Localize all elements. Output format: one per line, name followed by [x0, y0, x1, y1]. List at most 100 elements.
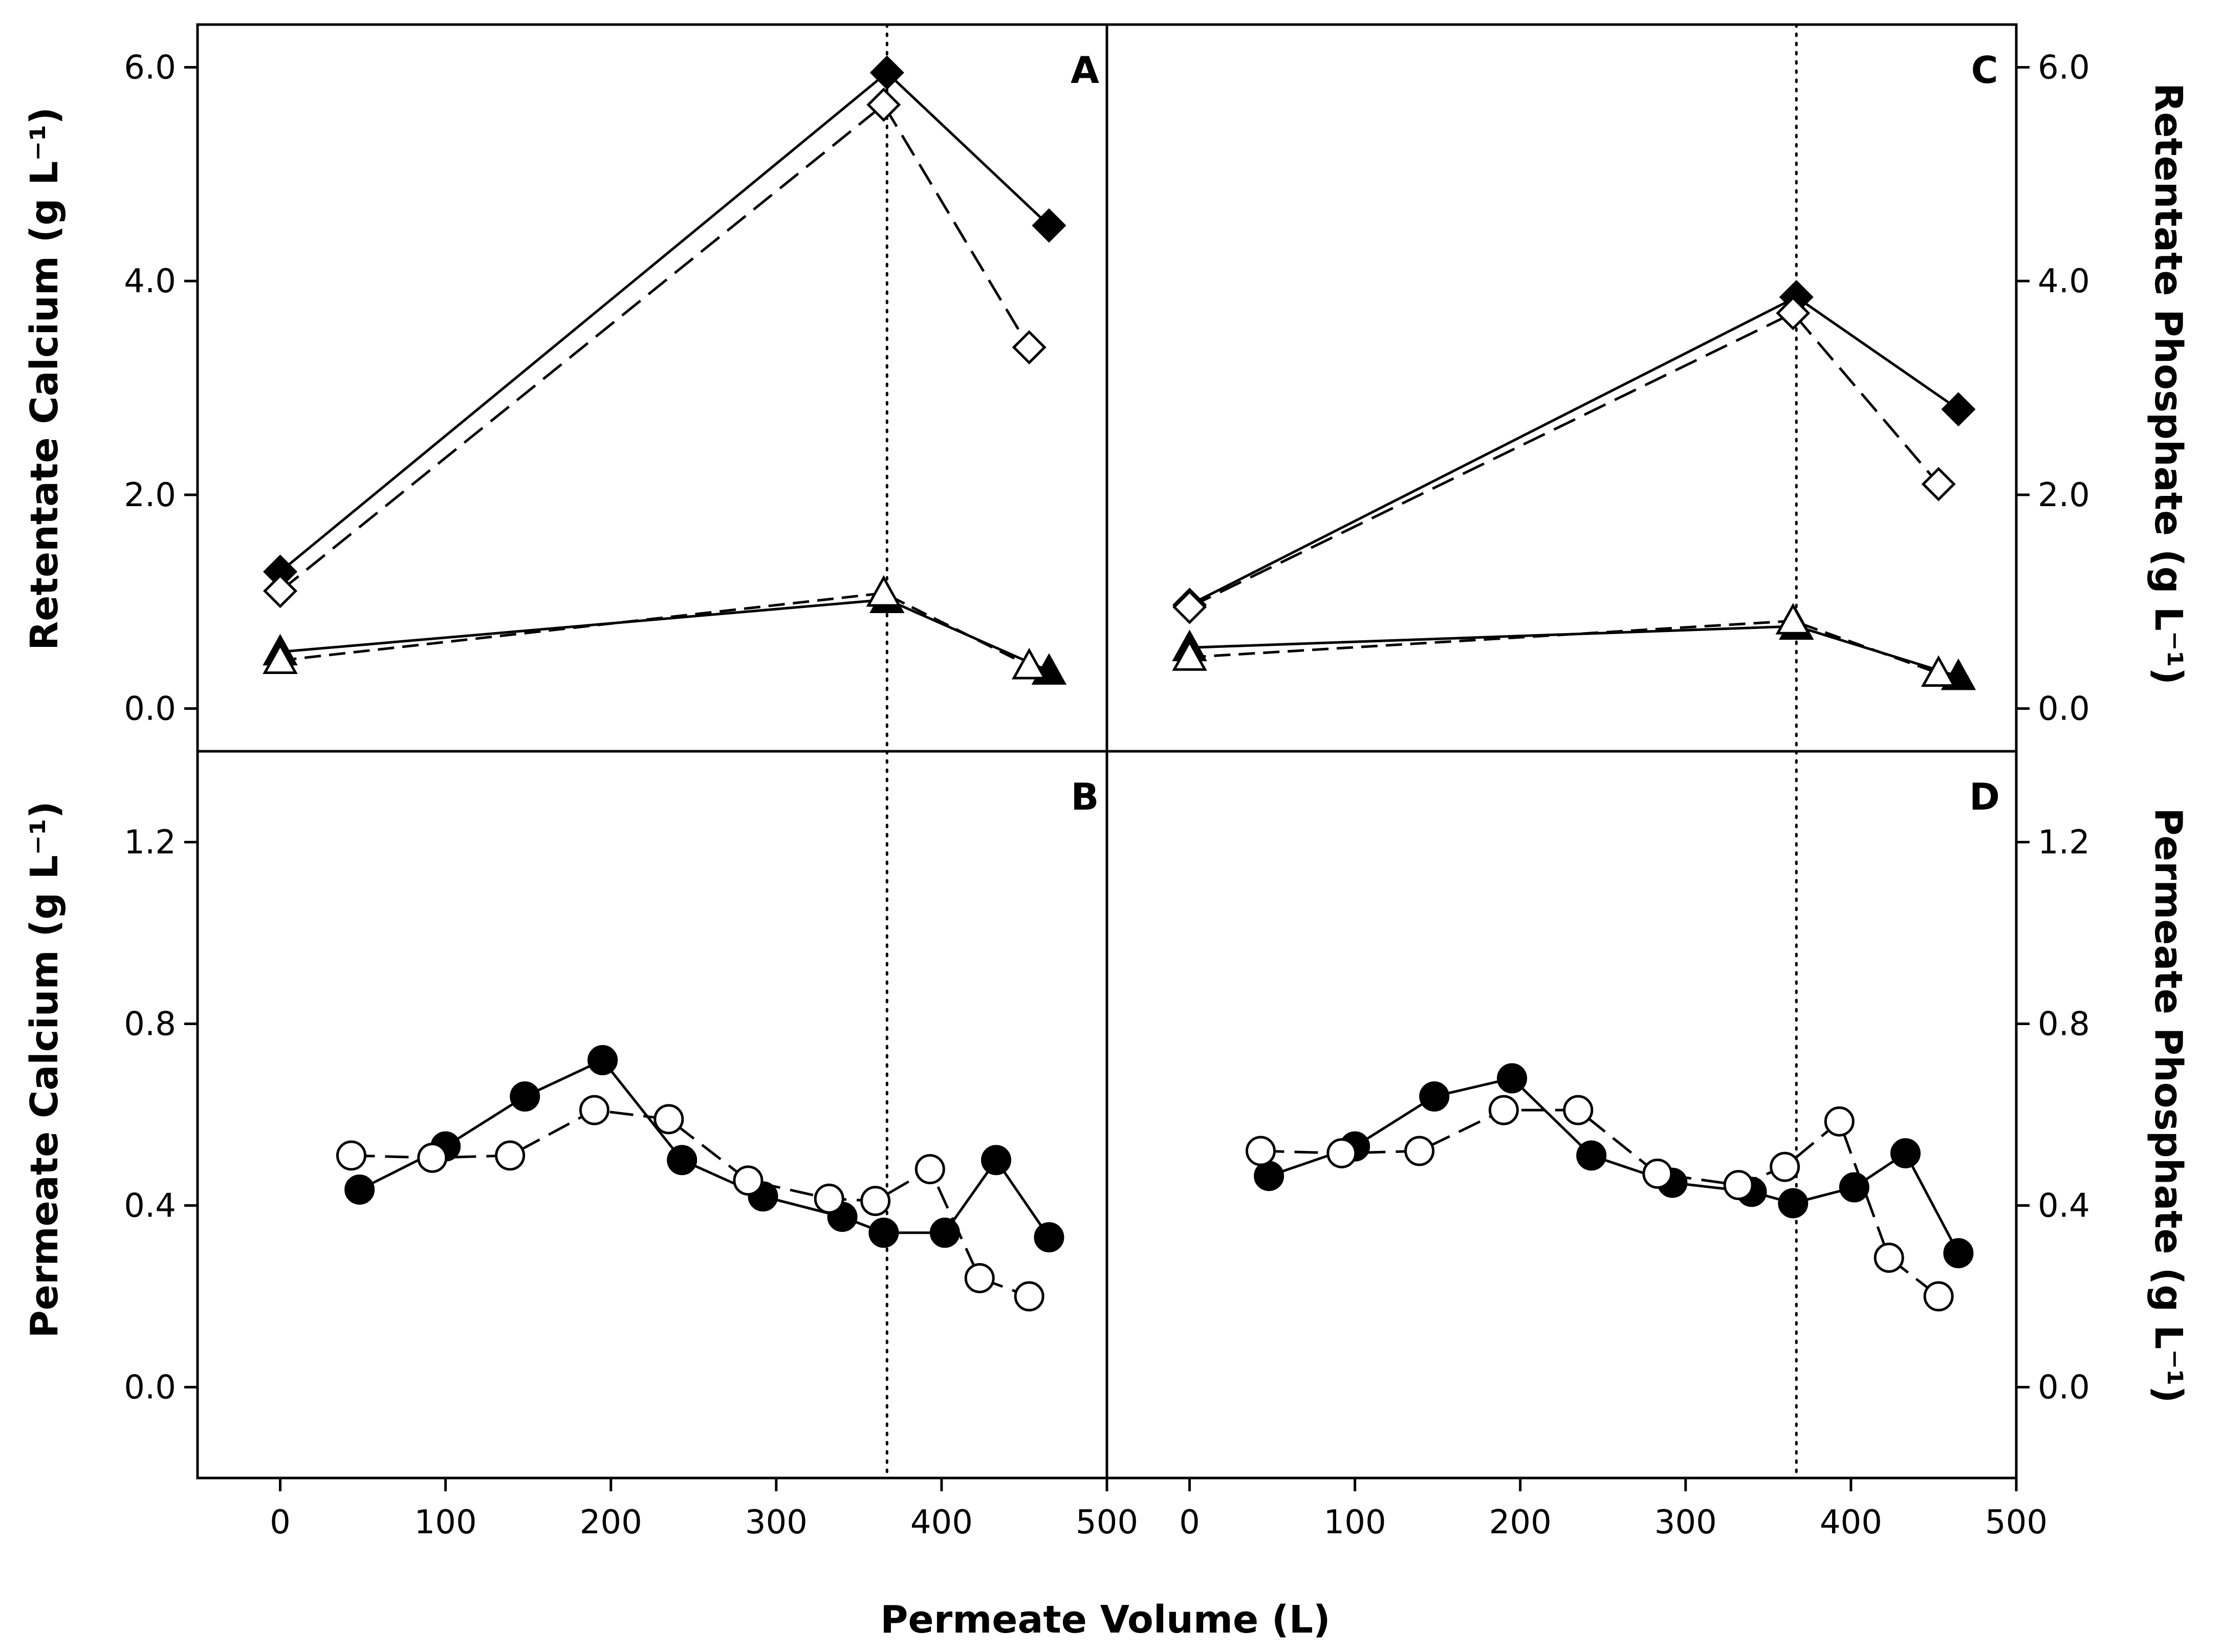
data-point-circle: [733, 1165, 764, 1196]
data-point-diamond: [1172, 590, 1207, 624]
y-tick-label: 4.0: [2038, 263, 2090, 300]
series-line-open-circle: [351, 1108, 1030, 1298]
panel-d: D 0.0 0.4 0.8 1.2 0 100 200 300 400 500: [1179, 750, 2090, 1541]
data-point-circle: [336, 1140, 366, 1171]
panel-letter-d: D: [1969, 775, 2000, 818]
y-tick-label: 0.0: [124, 1369, 176, 1407]
data-point-circle: [1778, 1188, 1809, 1219]
panel-a: A 0.0 2.0 4.0 6.0: [124, 23, 1099, 753]
data-point-circle: [914, 1154, 945, 1184]
y-tick-label: 0.0: [124, 690, 176, 728]
y-tick-label: 2.0: [2038, 476, 2090, 514]
y-tick-label: 1.2: [2038, 824, 2090, 862]
data-point-circle: [344, 1174, 375, 1205]
data-point-circle: [1770, 1151, 1800, 1182]
data-point-circle: [1419, 1081, 1450, 1112]
panels: A 0.0 2.0 4.0 6.0 B 0.0 0.4 0.8 1.2 0 100 200 300 400 5…: [124, 23, 2090, 1541]
ylabel-permeate-calcium: Permeate Calcium (g L⁻¹): [23, 801, 67, 1338]
axis-titles: Retentate Calcium (g L⁻¹) Permeate Calci…: [23, 83, 2190, 1642]
data-point-circle: [1642, 1158, 1673, 1189]
panel-c: C 0.0 2.0 4.0 6.0: [1172, 23, 2090, 753]
series-line-open-triangle: [280, 592, 1030, 667]
y-tick-label: 0.0: [2038, 1369, 2090, 1407]
data-point-triangle: [1775, 603, 1811, 635]
data-point-circle: [814, 1183, 844, 1214]
y-tick-label: 4.0: [124, 263, 176, 300]
series-open-circle: [1245, 1095, 1954, 1312]
y-tick-label: 0.8: [124, 1006, 176, 1044]
ylabel-retentate-calcium: Retentate Calcium (g L⁻¹): [23, 107, 67, 650]
data-point-circle: [1890, 1138, 1921, 1168]
data-point-triangle: [263, 642, 298, 674]
data-point-circle: [1497, 1063, 1528, 1094]
data-point-diamond: [1921, 467, 1956, 502]
data-point-diamond: [263, 574, 298, 608]
x-tick-label: 200: [580, 1504, 642, 1541]
data-point-triangle: [866, 575, 902, 607]
plot-frame: [196, 23, 2018, 1480]
series-open-triangle: [263, 575, 1047, 680]
x-tick-label: 500: [1076, 1504, 1138, 1541]
data-point-circle: [1576, 1140, 1607, 1171]
series-open-triangle: [1172, 603, 1956, 687]
data-point-circle: [1824, 1106, 1855, 1137]
data-point-circle: [1404, 1136, 1435, 1166]
y-tick-label: 2.0: [124, 476, 176, 514]
y-tick-label: 6.0: [124, 49, 176, 87]
x-tick-label: 100: [415, 1504, 477, 1541]
x-tick-label: 300: [745, 1504, 808, 1541]
y-tick-label: 6.0: [2038, 49, 2090, 87]
data-point-triangle: [1172, 639, 1207, 671]
data-point-diamond: [866, 88, 901, 122]
x-tick-label: 500: [1985, 1504, 2047, 1541]
x-tick-label: 200: [1489, 1504, 1552, 1541]
x-tick-label: 0: [1179, 1504, 1200, 1541]
series-filled-diamond: [263, 55, 1066, 589]
data-point-circle: [653, 1104, 684, 1135]
data-point-triangle: [1921, 655, 1956, 687]
x-tick-label: 400: [1820, 1504, 1882, 1541]
xlabel-permeate-volume: Permeate Volume (L): [880, 1598, 1330, 1642]
data-point-circle: [495, 1140, 526, 1171]
data-point-circle: [417, 1142, 448, 1173]
series-open-diamond: [1172, 296, 1956, 624]
y-tick-label: 1.2: [124, 824, 176, 862]
data-point-circle: [981, 1145, 1012, 1176]
data-point-circle: [587, 1045, 618, 1075]
x-tick-label: 0: [270, 1504, 291, 1541]
data-point-diamond: [1012, 330, 1047, 365]
data-point-diamond: [1032, 208, 1066, 243]
y-tick-label: 0.4: [2038, 1187, 2090, 1225]
data-point-circle: [1254, 1161, 1284, 1191]
data-point-circle: [860, 1186, 891, 1216]
data-point-diamond: [1776, 296, 1811, 331]
data-point-circle: [1874, 1243, 1904, 1273]
data-point-circle: [1488, 1095, 1519, 1125]
data-point-circle: [579, 1095, 609, 1125]
y-tick-label: 0.8: [2038, 1006, 2090, 1044]
panel-b: B 0.0 0.4 0.8 1.2 0 100 200 300 400 500: [124, 750, 1138, 1541]
data-point-circle: [964, 1263, 995, 1293]
y-tick-label: 0.0: [2038, 690, 2090, 728]
data-point-circle: [1943, 1238, 1974, 1269]
x-tick-label: 100: [1324, 1504, 1386, 1541]
panel-letter-c: C: [1971, 49, 1998, 92]
data-point-circle: [667, 1145, 698, 1176]
series-line-open-diamond: [1189, 311, 1940, 608]
ylabel-permeate-phosphate: Permeate Phosphate (g L⁻¹): [2146, 808, 2190, 1403]
data-point-circle: [1839, 1172, 1869, 1203]
series-filled-circle: [344, 1045, 1064, 1253]
data-point-circle: [1723, 1170, 1754, 1201]
series-open-circle: [336, 1095, 1044, 1312]
data-point-circle: [1923, 1281, 1954, 1312]
x-tick-label: 300: [1654, 1504, 1717, 1541]
panel-letter-b: B: [1071, 775, 1099, 818]
data-point-circle: [1034, 1222, 1064, 1253]
ylabel-retentate-phosphate: Retentate Phosphate (g L⁻¹): [2146, 83, 2190, 685]
y-tick-label: 0.4: [124, 1187, 176, 1225]
data-point-circle: [1563, 1095, 1594, 1125]
series-open-diamond: [263, 88, 1047, 608]
data-point-triangle: [1011, 647, 1047, 680]
series-filled-circle: [1254, 1063, 1974, 1269]
